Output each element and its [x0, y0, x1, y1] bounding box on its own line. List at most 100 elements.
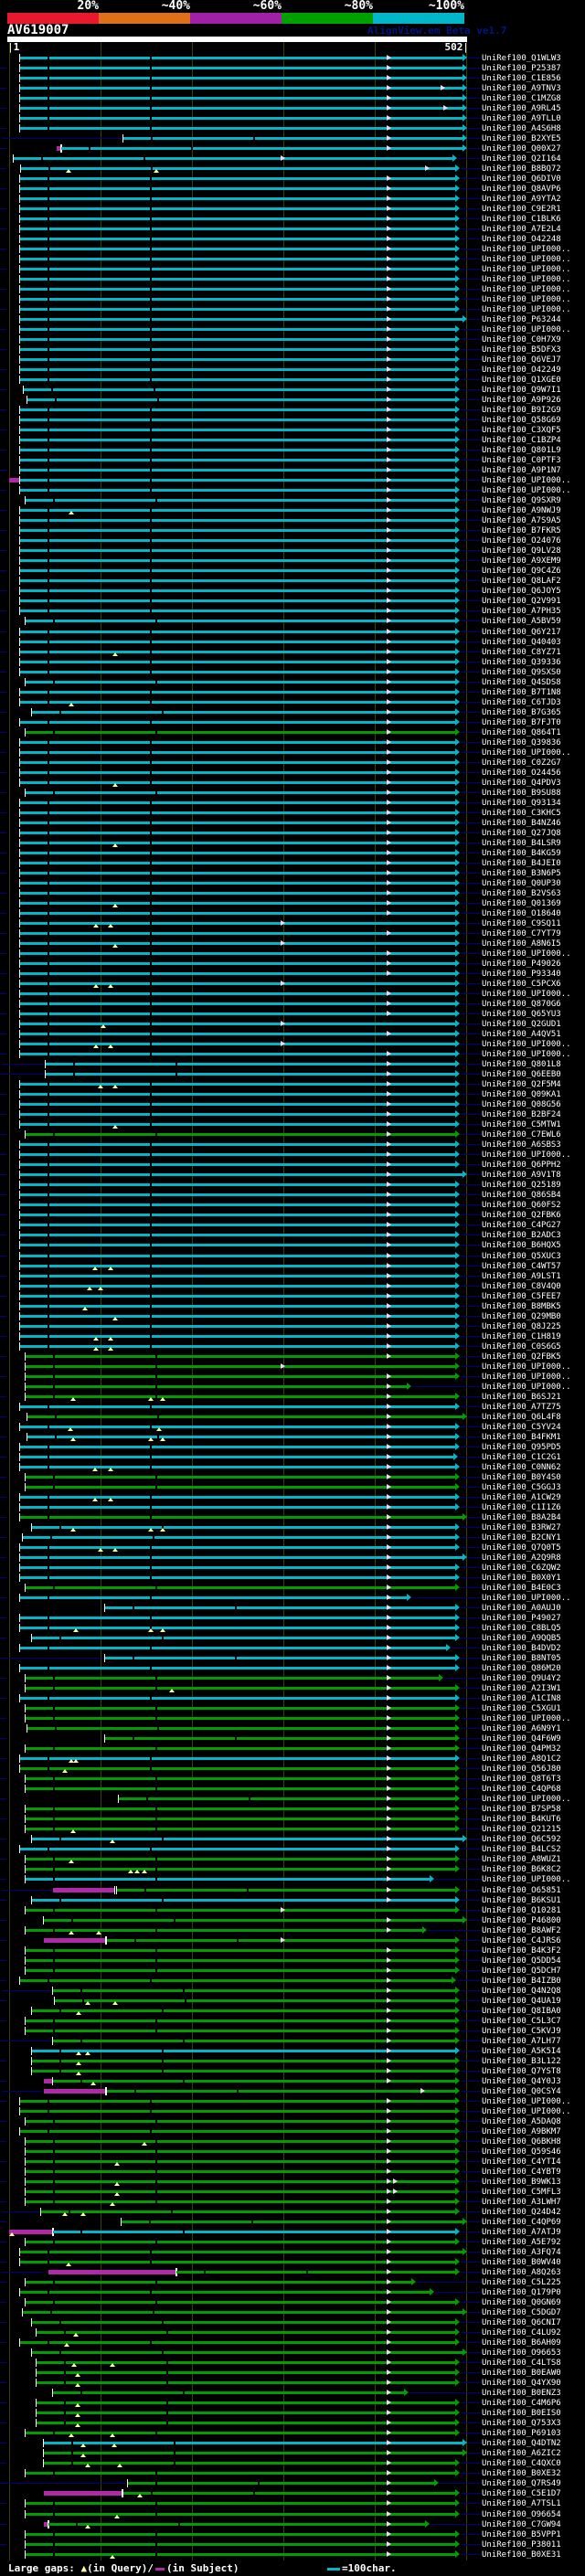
hit-label[interactable]: UniRef100_B7T1N8	[482, 687, 561, 697]
hit-label[interactable]: UniRef100_C6TJD3	[482, 697, 561, 707]
hit-label[interactable]: UniRef100_B8A2B4	[482, 1512, 561, 1522]
hit-label[interactable]: UniRef100_Q2I164	[482, 154, 561, 164]
hit-label[interactable]: UniRef100_P93340	[482, 970, 561, 980]
hit-label[interactable]: UniRef100_P38011	[482, 2539, 561, 2549]
hit-label[interactable]: UniRef100_Q801L9	[482, 446, 561, 456]
hit-label[interactable]: UniRef100_Q4DTN2	[482, 2439, 561, 2449]
hit-label[interactable]: UniRef100_Q00X27	[482, 143, 561, 154]
hit-label[interactable]: UniRef100_Q9LV28	[482, 546, 561, 557]
hit-label[interactable]: UniRef100_Q39836	[482, 737, 561, 747]
hit-label[interactable]: UniRef100_B4JEI0	[482, 858, 561, 868]
hit-label[interactable]: UniRef100_A7ATJ9	[482, 2228, 561, 2238]
hit-label[interactable]: UniRef100_O96654	[482, 2509, 561, 2519]
hit-label[interactable]: UniRef100_B6HQX5	[482, 1241, 561, 1251]
hit-label[interactable]: UniRef100_UPI000..	[482, 486, 571, 496]
hit-label[interactable]: UniRef100_C1MZG8	[482, 93, 561, 103]
hit-label[interactable]: UniRef100_P46800	[482, 1915, 561, 1925]
hit-label[interactable]: UniRef100_A6SBS3	[482, 1140, 561, 1150]
hit-label[interactable]: UniRef100_C1BLK6	[482, 214, 561, 224]
hit-label[interactable]: UniRef100_Q0CSY4	[482, 2086, 561, 2096]
hit-label[interactable]: UniRef100_C5L225	[482, 2278, 561, 2288]
hit-label[interactable]: UniRef100_O24456	[482, 768, 561, 778]
hit-label[interactable]: UniRef100_UPI000..	[482, 949, 571, 959]
hit-label[interactable]: UniRef100_A5BV59	[482, 617, 561, 627]
hit-label[interactable]: UniRef100_B3L122	[482, 2056, 561, 2066]
hit-label[interactable]: UniRef100_C5PCX6	[482, 980, 561, 990]
hit-label[interactable]: UniRef100_B0EAW0	[482, 2369, 561, 2379]
hit-label[interactable]: UniRef100_B4LCS2	[482, 1845, 561, 1855]
hit-label[interactable]: UniRef100_Q4YX90	[482, 2379, 561, 2389]
hit-label[interactable]: UniRef100_Q870G6	[482, 1000, 561, 1010]
hit-label[interactable]: UniRef100_C4LTS8	[482, 2359, 561, 2369]
hit-label[interactable]: UniRef100_C0S6G5	[482, 1341, 561, 1352]
hit-label[interactable]: UniRef100_A5K5I4	[482, 2046, 561, 2056]
hit-label[interactable]: UniRef100_UPI000..	[482, 274, 571, 284]
hit-label[interactable]: UniRef100_Q5XUC3	[482, 1251, 561, 1261]
hit-label[interactable]: UniRef100_B0EIS0	[482, 2409, 561, 2419]
hit-label[interactable]: UniRef100_Q5DCH7	[482, 1966, 561, 1976]
hit-label[interactable]: UniRef100_B4DVD2	[482, 1644, 561, 1654]
hit-label[interactable]: UniRef100_A9RL45	[482, 103, 561, 113]
hit-label[interactable]: UniRef100_A8WUZ1	[482, 1855, 561, 1865]
hit-label[interactable]: UniRef100_B2VS63	[482, 888, 561, 898]
hit-label[interactable]: UniRef100_B4IZB0	[482, 1976, 561, 1986]
hit-label[interactable]: UniRef100_O65851	[482, 1885, 561, 1895]
hit-label[interactable]: UniRef100_B7G365	[482, 707, 561, 717]
hit-label[interactable]: UniRef100_B2ADC3	[482, 1231, 561, 1241]
hit-label[interactable]: UniRef100_A6N9Y1	[482, 1724, 561, 1734]
hit-label[interactable]: UniRef100_C4QP69	[482, 2218, 561, 2228]
hit-label[interactable]: UniRef100_C8V4Q0	[482, 1281, 561, 1291]
hit-label[interactable]: UniRef100_C1E856	[482, 73, 561, 83]
hit-label[interactable]: UniRef100_Q2V991	[482, 597, 561, 607]
hit-label[interactable]: UniRef100_A9TNV3	[482, 83, 561, 93]
hit-label[interactable]: UniRef100_Q864T1	[482, 727, 561, 737]
hit-label[interactable]: UniRef100_B0ENZ3	[482, 2389, 561, 2399]
hit-label[interactable]: UniRef100_Q4PM32	[482, 1744, 561, 1754]
hit-label[interactable]: UniRef100_C4PG27	[482, 1221, 561, 1231]
hit-label[interactable]: UniRef100_UPI000..	[482, 254, 571, 264]
hit-label[interactable]: UniRef100_A3FQ74	[482, 2248, 561, 2258]
hit-label[interactable]: UniRef100_B0Y4S0	[482, 1472, 561, 1482]
hit-label[interactable]: UniRef100_Q2FBK5	[482, 1352, 561, 1362]
hit-label[interactable]: UniRef100_B7SP58	[482, 1805, 561, 1815]
hit-label[interactable]: UniRef100_UPI000..	[482, 1594, 571, 1604]
hit-label[interactable]: UniRef100_Q25189	[482, 1181, 561, 1191]
hit-label[interactable]: UniRef100_UPI000..	[482, 1714, 571, 1724]
hit-label[interactable]: UniRef100_Q7RS49	[482, 2479, 561, 2489]
hit-label[interactable]: UniRef100_UPI000..	[482, 1372, 571, 1382]
hit-label[interactable]: UniRef100_Q0GN69	[482, 2298, 561, 2308]
hit-label[interactable]: UniRef100_A9V1T8	[482, 1171, 561, 1181]
hit-label[interactable]: UniRef100_A9LST1	[482, 1271, 561, 1281]
hit-label[interactable]: UniRef100_Q59S46	[482, 2147, 561, 2157]
hit-label[interactable]: UniRef100_Q4N2Q8	[482, 1986, 561, 1996]
hit-label[interactable]: UniRef100_Q65YU3	[482, 1010, 561, 1020]
hit-label[interactable]: UniRef100_B6KSU1	[482, 1895, 561, 1905]
hit-label[interactable]: UniRef100_C7EWL6	[482, 1130, 561, 1140]
hit-label[interactable]: UniRef100_C1BZP4	[482, 436, 561, 446]
hit-label[interactable]: UniRef100_Q753X3	[482, 2419, 561, 2429]
hit-label[interactable]: UniRef100_A6ZIC2	[482, 2449, 561, 2459]
hit-label[interactable]: UniRef100_A7TSL1	[482, 2499, 561, 2509]
hit-label[interactable]: UniRef100_Q7YST8	[482, 2066, 561, 2076]
hit-label[interactable]: UniRef100_B8MBK5	[482, 1301, 561, 1311]
hit-label[interactable]: UniRef100_UPI000..	[482, 1050, 571, 1060]
hit-label[interactable]: UniRef100_C4WT57	[482, 1261, 561, 1271]
hit-label[interactable]: UniRef100_A7E2L4	[482, 224, 561, 234]
hit-label[interactable]: UniRef100_UPI000..	[482, 284, 571, 294]
hit-label[interactable]: UniRef100_Q6VEJ7	[482, 355, 561, 366]
hit-label[interactable]: UniRef100_Q801L8	[482, 1060, 561, 1070]
hit-label[interactable]: UniRef100_B8BQ72	[482, 164, 561, 174]
hit-label[interactable]: UniRef100_B0XE32	[482, 2469, 561, 2479]
hit-label[interactable]: UniRef100_A9XEM9	[482, 557, 561, 567]
hit-label[interactable]: UniRef100_Q60FS2	[482, 1201, 561, 1211]
hit-label[interactable]: UniRef100_Q10281	[482, 1905, 561, 1915]
hit-label[interactable]: UniRef100_A4QV51	[482, 1030, 561, 1040]
hit-label[interactable]: UniRef100_B9WK13	[482, 2177, 561, 2187]
hit-label[interactable]: UniRef100_Q4UA19	[482, 1996, 561, 2006]
hit-label[interactable]: UniRef100_C8BLQ5	[482, 1624, 561, 1634]
hit-label[interactable]: UniRef100_Q9U4Y2	[482, 1674, 561, 1684]
hit-label[interactable]: UniRef100_B6SJ21	[482, 1392, 561, 1402]
hit-label[interactable]: UniRef100_B5DFX3	[482, 345, 561, 355]
hit-label[interactable]: UniRef100_B7FJT0	[482, 717, 561, 727]
hit-label[interactable]: UniRef100_UPI000..	[482, 1875, 571, 1885]
